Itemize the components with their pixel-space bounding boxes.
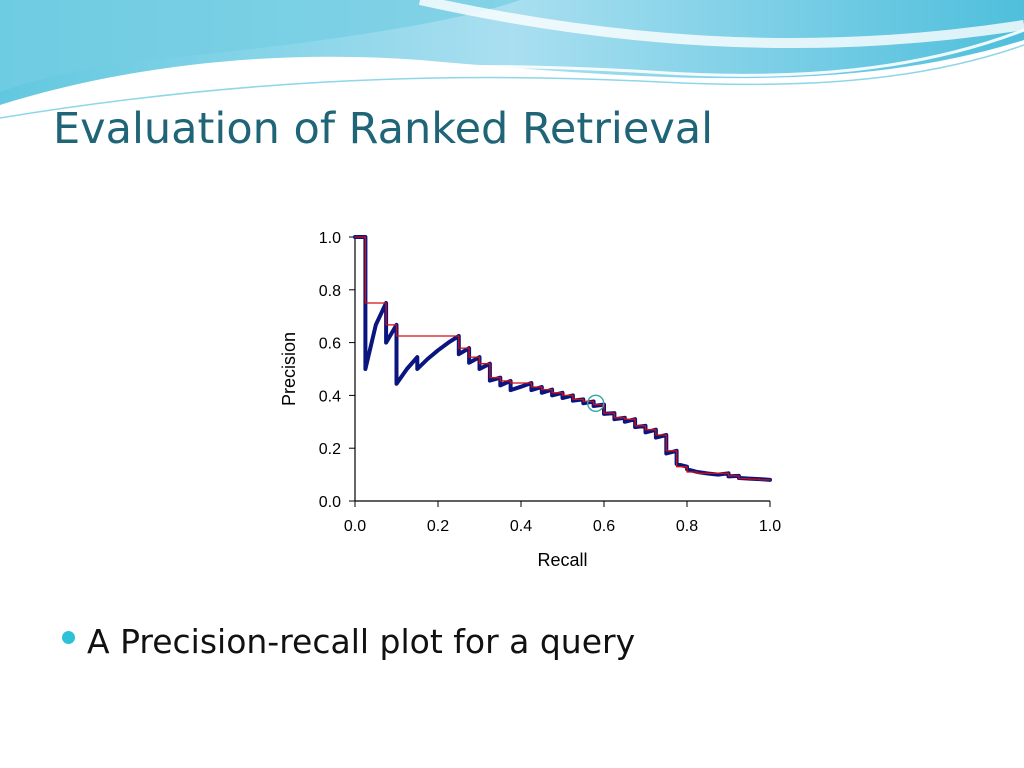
bullet-dot-icon <box>62 631 75 644</box>
highlight-circle <box>587 394 605 413</box>
chart-axes: 0.0 0.2 0.4 0.6 0.8 1.0 0.0 0.2 0.4 0.6 0.8 1.0 <box>319 230 781 535</box>
slide-title: Evaluation of Ranked Retrieval <box>53 104 714 154</box>
header-wave-decoration <box>0 0 1024 119</box>
chart-series <box>353 235 772 482</box>
x-tick-label: 1.0 <box>759 518 781 535</box>
y-tick-label: 1.0 <box>319 230 341 247</box>
y-tick-label: 0.4 <box>319 388 341 405</box>
bullet-item: A Precision-recall plot for a query <box>87 622 636 661</box>
y-tick-label: 0.6 <box>319 336 341 353</box>
y-tick-label: 0.2 <box>319 441 341 458</box>
chart-annotations <box>587 394 605 413</box>
precision-series-line <box>353 235 772 482</box>
y-axis-label: Precision <box>279 332 299 406</box>
x-tick-label: 0.8 <box>676 518 698 535</box>
bullet-list: A Precision-recall plot for a query <box>62 622 635 672</box>
y-tick-label: 0.8 <box>319 283 341 300</box>
x-tick-label: 0.2 <box>427 518 449 535</box>
y-tick-label: 0.0 <box>319 494 341 511</box>
chart-panel: 0.0 0.2 0.4 0.6 0.8 1.0 0.0 0.2 0.4 0.6 0.8 1.0 Rec… <box>230 208 802 598</box>
x-axis-label: Recall <box>537 550 587 570</box>
precision-recall-chart: 0.0 0.2 0.4 0.6 0.8 1.0 0.0 0.2 0.4 0.6 0.8 1.0 Rec… <box>279 230 781 570</box>
x-tick-label: 0.4 <box>510 518 532 535</box>
x-tick-label: 0.6 <box>593 518 615 535</box>
x-tick-label: 0.0 <box>344 518 366 535</box>
